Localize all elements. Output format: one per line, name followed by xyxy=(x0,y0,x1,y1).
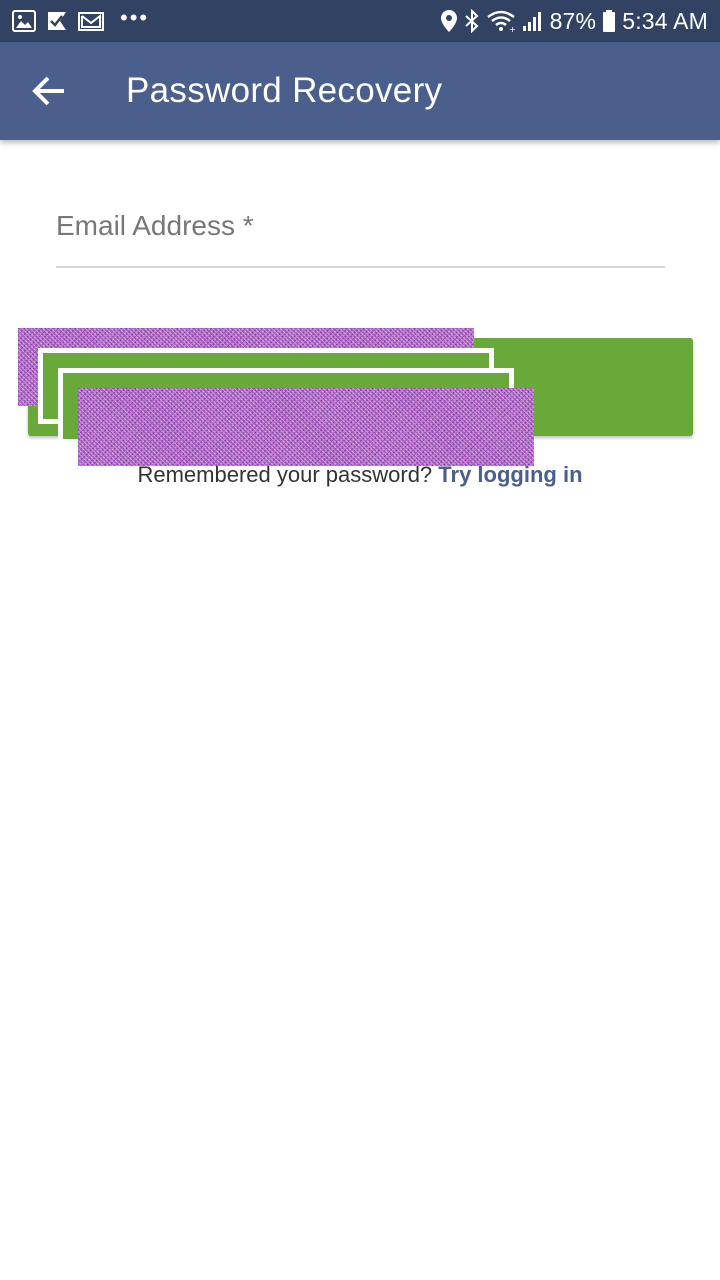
status-bar-system: + 87% 5:34 AM xyxy=(440,8,708,35)
status-bar: ••• + xyxy=(0,0,720,42)
page-title: Password Recovery xyxy=(126,71,443,110)
arrow-back-icon xyxy=(32,76,66,106)
email-field[interactable]: Email Address * xyxy=(56,200,665,268)
app-bar: Password Recovery xyxy=(0,42,720,140)
battery-percentage: 87% xyxy=(549,7,597,34)
try-logging-in-link[interactable]: Try logging in xyxy=(438,462,583,487)
remembered-password-line: Remembered your password? Try logging in xyxy=(0,462,720,488)
clock: 5:34 AM xyxy=(622,7,708,34)
remembered-password-prompt: Remembered your password? xyxy=(137,462,433,487)
image-icon xyxy=(12,10,36,32)
signal-icon xyxy=(522,10,544,32)
status-bar-notifications: ••• xyxy=(12,5,150,32)
wifi-icon: + xyxy=(486,9,516,33)
email-field-label: Email Address * xyxy=(56,210,254,241)
checkmark-flag-icon xyxy=(46,10,68,32)
bluetooth-icon xyxy=(464,9,480,33)
back-button[interactable] xyxy=(0,42,98,140)
svg-text:+: + xyxy=(509,25,516,33)
mail-icon xyxy=(78,10,104,32)
battery-icon xyxy=(602,9,616,33)
location-icon xyxy=(440,9,458,33)
more-notifications-indicator: ••• xyxy=(120,5,150,30)
redaction-overlay xyxy=(78,388,534,466)
